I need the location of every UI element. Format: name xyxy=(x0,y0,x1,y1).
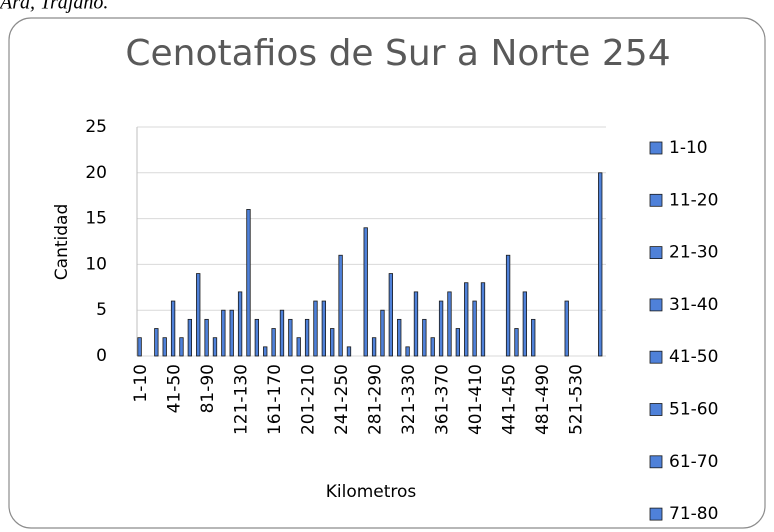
bar xyxy=(505,254,511,357)
x-tick-label: 361-370 xyxy=(433,364,453,435)
bar xyxy=(564,300,569,357)
y-axis-label: Cantidad xyxy=(52,204,72,280)
legend-swatch xyxy=(649,246,663,260)
x-tick-label: 121-130 xyxy=(232,364,252,435)
legend-swatch xyxy=(649,455,663,469)
bar xyxy=(480,282,486,357)
bar xyxy=(422,318,427,357)
bar xyxy=(346,346,352,357)
legend-swatch xyxy=(649,507,663,521)
legend-label: 61-70 xyxy=(669,452,718,472)
bar xyxy=(430,337,435,357)
legend-swatch xyxy=(649,403,663,416)
bar xyxy=(229,309,234,357)
x-tick-label: 201-210 xyxy=(299,364,319,435)
y-tick-label: 5 xyxy=(96,300,107,320)
bar xyxy=(598,172,603,357)
x-tick-label: 241-250 xyxy=(332,364,352,435)
bar xyxy=(330,328,335,357)
bar xyxy=(405,346,410,357)
y-tick-label: 25 xyxy=(85,117,107,137)
legend-swatch xyxy=(649,141,663,155)
bar xyxy=(531,318,536,357)
bar xyxy=(154,328,159,357)
bar xyxy=(363,227,368,357)
bar xyxy=(464,282,469,357)
bar xyxy=(455,328,461,357)
legend-label: 71-80 xyxy=(669,504,718,524)
bar xyxy=(380,309,385,357)
bar xyxy=(447,291,452,357)
bar xyxy=(254,318,260,357)
chart-title: Cenotafios de Sur a Norte 254 xyxy=(125,33,670,74)
bar xyxy=(296,337,301,357)
bar xyxy=(438,300,444,357)
bar xyxy=(472,300,477,357)
legend-swatch xyxy=(649,193,663,207)
bar xyxy=(263,346,268,357)
bar xyxy=(212,337,218,357)
legend-swatch xyxy=(649,350,663,364)
bar xyxy=(187,318,193,357)
bar xyxy=(196,273,201,357)
x-tick-label: 1-10 xyxy=(131,364,151,403)
x-tick-label: 401-410 xyxy=(466,364,486,435)
y-tick-label: 20 xyxy=(85,163,107,183)
y-tick-label: 15 xyxy=(85,209,107,229)
bar xyxy=(522,291,528,357)
x-tick-label: 81-90 xyxy=(198,364,218,413)
bar xyxy=(162,337,167,357)
bar xyxy=(279,309,285,357)
legend-label: 11-20 xyxy=(669,190,718,210)
x-tick-label: 321-330 xyxy=(399,364,419,435)
bar xyxy=(246,209,251,357)
legend-label: 41-50 xyxy=(669,347,718,367)
legend-label: 21-30 xyxy=(669,243,718,263)
x-tick-label: 41-50 xyxy=(165,364,185,413)
bar xyxy=(204,318,209,357)
chart-frame xyxy=(8,17,766,529)
caption: Ara, Trajano. xyxy=(0,0,108,14)
bar xyxy=(388,273,394,357)
bar xyxy=(338,254,343,357)
bar xyxy=(170,300,176,357)
y-tick-label: 10 xyxy=(85,254,107,274)
bar xyxy=(137,337,142,357)
legend-swatch xyxy=(649,298,663,312)
bar xyxy=(288,318,293,357)
x-tick-label: 481-490 xyxy=(533,364,553,435)
bar xyxy=(304,318,310,357)
x-tick-label: 521-530 xyxy=(567,364,587,435)
x-axis-label: Kilometros xyxy=(326,482,417,502)
bar xyxy=(271,328,276,357)
bar xyxy=(397,318,402,357)
legend-label: 31-40 xyxy=(669,295,718,315)
bar xyxy=(313,300,318,357)
legend-label: 51-60 xyxy=(669,400,718,420)
legend-label: 1-10 xyxy=(669,138,708,158)
bar xyxy=(514,328,519,357)
bar xyxy=(371,337,377,357)
x-tick-label: 161-170 xyxy=(265,364,285,435)
bar xyxy=(221,309,226,357)
bar xyxy=(413,291,419,357)
bar xyxy=(321,300,327,357)
y-tick-label: 0 xyxy=(96,346,107,366)
x-tick-label: 441-450 xyxy=(500,364,520,435)
bar xyxy=(179,337,184,357)
bar xyxy=(237,291,243,357)
x-tick-label: 281-290 xyxy=(366,364,386,435)
